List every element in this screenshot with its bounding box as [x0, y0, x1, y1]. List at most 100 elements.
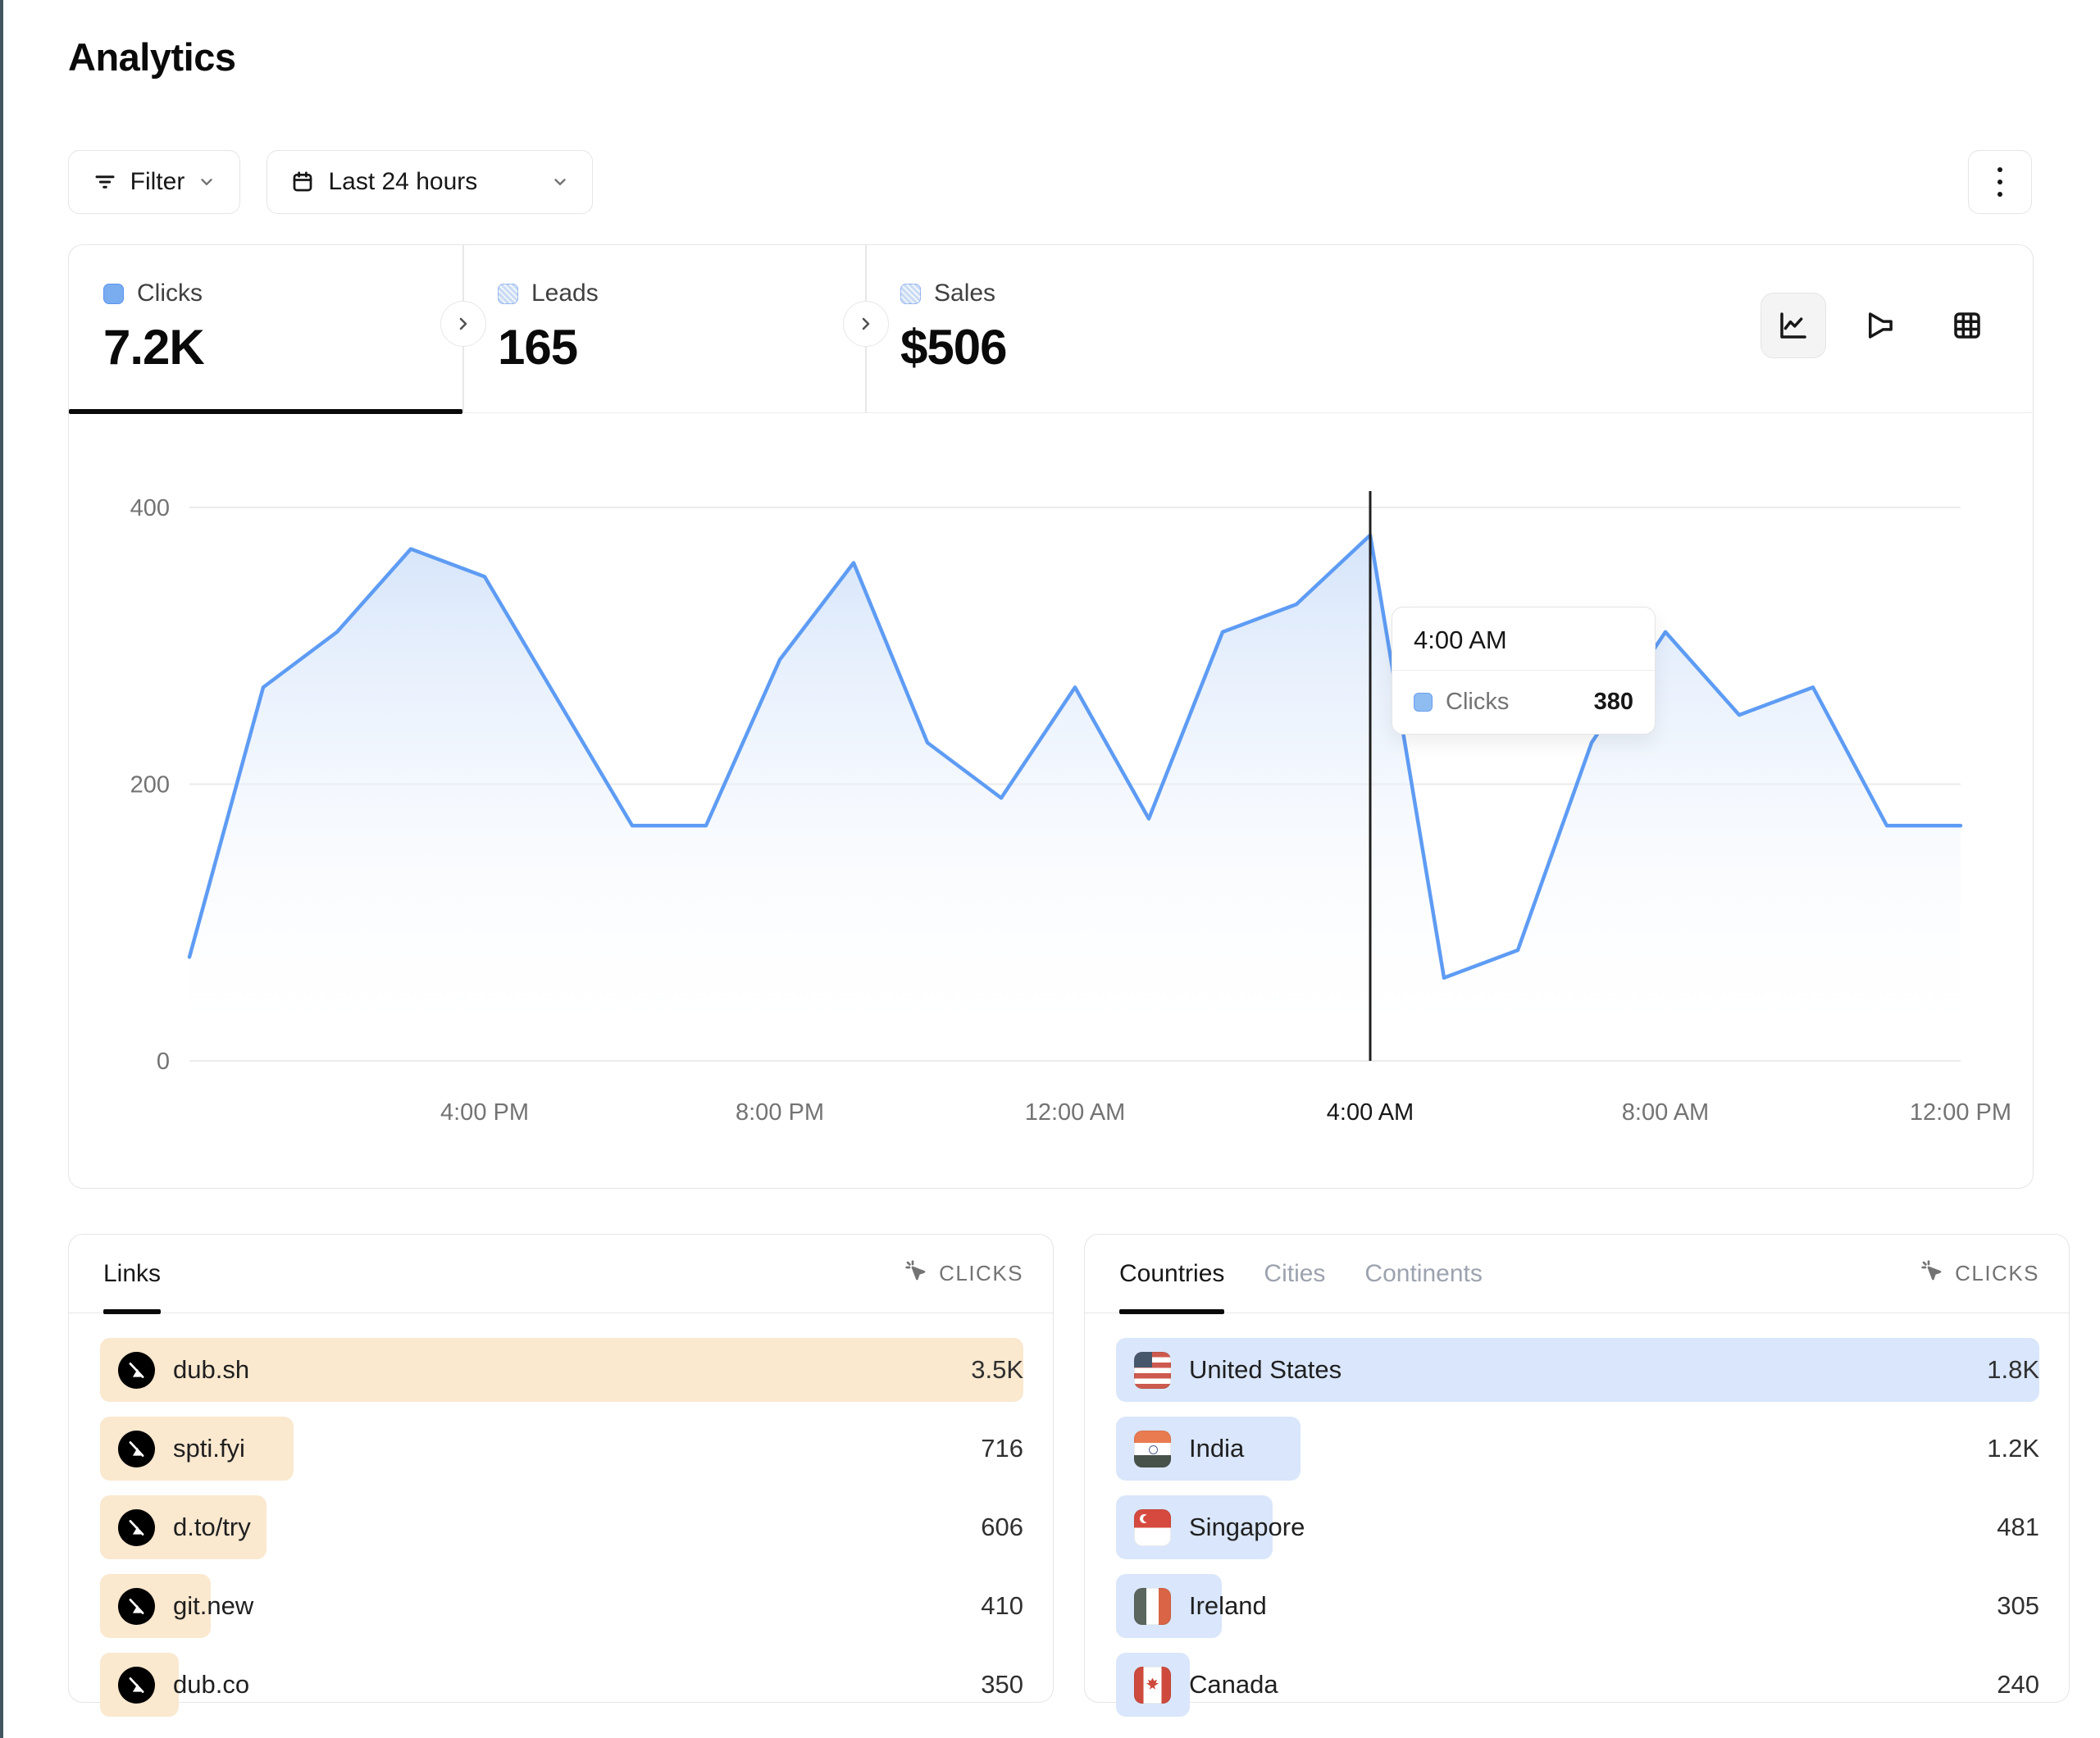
leads-total-value: 165	[498, 320, 578, 375]
svg-text:400: 400	[130, 495, 170, 521]
link-row[interactable]: dub.co 350	[100, 1653, 1023, 1717]
funnel-view-button[interactable]	[1847, 293, 1913, 358]
country-clicks: 1.8K	[1987, 1355, 2039, 1384]
sales-tab-label: Sales	[934, 280, 996, 307]
link-clicks: 606	[981, 1513, 1023, 1541]
filter-button-label: Filter	[130, 168, 185, 195]
leads-series-swatch	[498, 283, 518, 304]
canada-flag	[1134, 1666, 1171, 1704]
dub-logo-icon	[118, 1508, 155, 1546]
tab-sales[interactable]: Sales $506	[866, 245, 1276, 413]
dub-logo-icon	[118, 1587, 155, 1625]
clicks-total-value: 7.2K	[103, 320, 205, 375]
chevron-down-icon	[551, 173, 569, 191]
link-row[interactable]: spti.fyi 716	[100, 1417, 1023, 1481]
link-row[interactable]: dub.sh 3.5K	[100, 1338, 1023, 1402]
singapore-flag	[1134, 1508, 1171, 1546]
tab-links[interactable]: Links	[103, 1235, 162, 1314]
leads-tab-label: Leads	[531, 280, 599, 307]
link-row[interactable]: d.to/try 606	[100, 1495, 1023, 1559]
tooltip-series-swatch	[1414, 693, 1433, 712]
tab-countries[interactable]: Countries	[1119, 1235, 1225, 1314]
cursor-click-icon	[1919, 1258, 1945, 1290]
active-tab-underline	[69, 409, 462, 414]
svg-text:0: 0	[157, 1049, 170, 1075]
svg-text:8:00 AM: 8:00 AM	[1622, 1099, 1709, 1126]
tooltip-time: 4:00 AM	[1392, 607, 1655, 671]
svg-text:8:00 PM: 8:00 PM	[736, 1099, 824, 1126]
chart-tooltip: 4:00 AM Clicks 380	[1392, 607, 1656, 735]
country-name: Canada	[1189, 1670, 1278, 1699]
tab-continents[interactable]: Continents	[1364, 1259, 1483, 1287]
country-clicks: 240	[1997, 1670, 2039, 1699]
stats-tabs-row: Clicks 7.2K Leads 165 Sales $506	[69, 245, 2033, 414]
country-clicks: 1.2K	[1987, 1434, 2039, 1463]
links-metric-selector[interactable]: CLICKS	[903, 1258, 1023, 1290]
svg-text:4:00 AM: 4:00 AM	[1327, 1099, 1414, 1126]
tab-clicks[interactable]: Clicks 7.2K	[69, 245, 462, 413]
link-name: git.new	[173, 1591, 254, 1620]
us-flag	[1134, 1351, 1171, 1389]
link-name: dub.sh	[173, 1355, 250, 1384]
window-edge-strip	[0, 0, 3, 1738]
link-name: d.to/try	[173, 1513, 251, 1541]
more-options-button[interactable]	[1968, 150, 2032, 214]
countries-card: Countries Cities Continents CLICKS Unite…	[1084, 1234, 2070, 1717]
country-clicks: 481	[1997, 1513, 2039, 1541]
dub-logo-icon	[118, 1666, 155, 1704]
expand-leads-button[interactable]	[440, 301, 486, 347]
tooltip-series-value: 380	[1593, 689, 1633, 715]
svg-text:200: 200	[130, 772, 170, 798]
chevron-down-icon	[198, 173, 216, 191]
country-name: Singapore	[1189, 1513, 1305, 1541]
date-range-button[interactable]: Last 24 hours	[266, 150, 594, 214]
date-range-label: Last 24 hours	[328, 168, 478, 195]
calendar-icon	[290, 170, 315, 194]
links-metric-label: CLICKS	[939, 1261, 1023, 1285]
filter-button[interactable]: Filter	[68, 150, 240, 214]
countries-metric-label: CLICKS	[1955, 1261, 2039, 1285]
link-clicks: 410	[981, 1591, 1023, 1620]
countries-metric-selector[interactable]: CLICKS	[1919, 1258, 2039, 1290]
ireland-flag	[1134, 1587, 1171, 1625]
filter-icon	[93, 170, 117, 194]
links-card: Links CLICKS dub.sh 3.5K spti.fyi	[68, 1234, 1054, 1717]
country-row[interactable]: United States 1.8K	[1116, 1338, 2039, 1402]
cursor-click-icon	[903, 1258, 929, 1290]
country-name: India	[1189, 1434, 1245, 1463]
expand-sales-button[interactable]	[843, 301, 889, 347]
country-name: United States	[1189, 1355, 1342, 1384]
tab-leads[interactable]: Leads 165	[463, 245, 866, 413]
analytics-chart-card: Clicks 7.2K Leads 165 Sales $506	[68, 244, 2034, 1189]
toolbar: Filter Last 24 hours	[68, 150, 2032, 214]
link-row[interactable]: git.new 410	[100, 1574, 1023, 1638]
clicks-time-series-chart[interactable]: 0 200 400 4:00 PM 8:00 PM 12:00 AM 4:00 AM 8:00…	[69, 413, 2033, 1184]
country-row[interactable]: India 1.2K	[1116, 1417, 2039, 1481]
svg-text:12:00 AM: 12:00 AM	[1025, 1099, 1126, 1126]
table-view-button[interactable]	[1934, 293, 2000, 358]
tooltip-series-label: Clicks	[1446, 689, 1510, 715]
india-flag	[1134, 1430, 1171, 1467]
page-title: Analytics	[68, 35, 236, 79]
country-row[interactable]: Canada 240	[1116, 1653, 2039, 1717]
country-row[interactable]: Singapore 481	[1116, 1495, 2039, 1559]
country-name: Ireland	[1189, 1591, 1267, 1620]
chart-view-toggles	[1761, 293, 2000, 358]
clicks-series-swatch	[103, 283, 124, 304]
svg-text:12:00 PM: 12:00 PM	[1910, 1099, 2011, 1126]
country-clicks: 305	[1997, 1591, 2039, 1620]
link-name: spti.fyi	[173, 1434, 245, 1463]
link-clicks: 716	[981, 1434, 1023, 1463]
sales-total-value: $506	[900, 320, 1007, 375]
link-clicks: 350	[981, 1670, 1023, 1699]
link-clicks: 3.5K	[971, 1355, 1023, 1384]
sales-series-swatch	[900, 283, 921, 304]
link-name: dub.co	[173, 1670, 250, 1699]
tab-cities[interactable]: Cities	[1264, 1259, 1326, 1287]
dub-logo-icon	[118, 1351, 155, 1389]
clicks-tab-label: Clicks	[137, 280, 203, 307]
line-chart-view-button[interactable]	[1761, 293, 1826, 358]
svg-text:4:00 PM: 4:00 PM	[440, 1099, 529, 1126]
country-row[interactable]: Ireland 305	[1116, 1574, 2039, 1638]
